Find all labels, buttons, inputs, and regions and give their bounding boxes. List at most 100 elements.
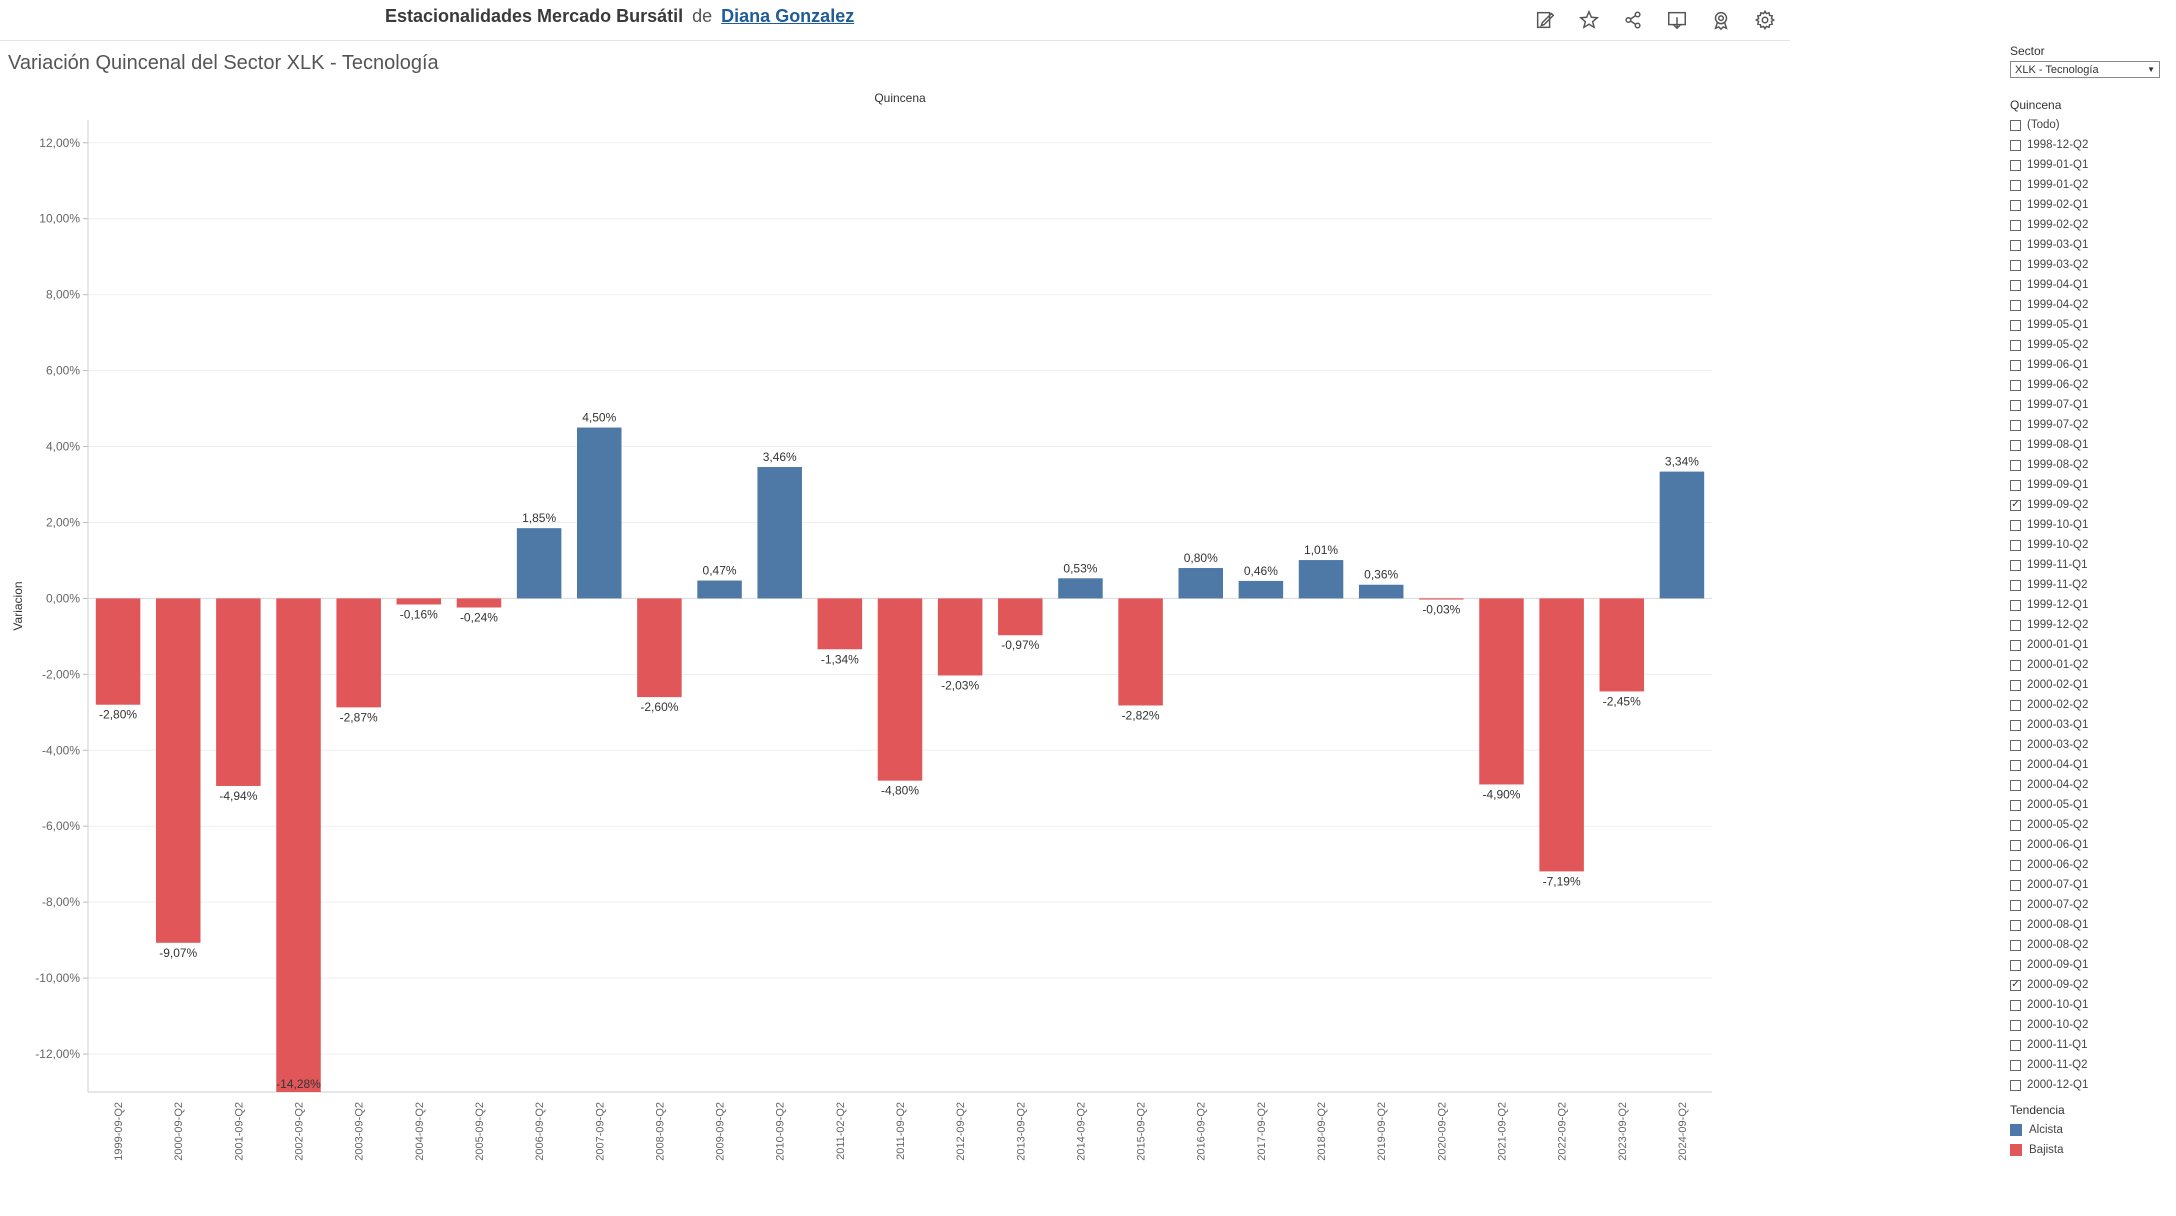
checkbox[interactable] — [2010, 839, 2021, 851]
checkbox[interactable] — [2010, 1019, 2021, 1031]
checkbox[interactable] — [2010, 679, 2021, 691]
quincena-option[interactable]: ✓ 1999-09-Q2 — [2010, 495, 2176, 515]
quincena-option[interactable]: 1999-05-Q2 — [2010, 335, 2176, 355]
quincena-option[interactable]: 1999-12-Q1 — [2010, 595, 2176, 615]
quincena-option[interactable]: 1999-11-Q1 — [2010, 555, 2176, 575]
checkbox[interactable] — [2010, 179, 2021, 191]
checkbox[interactable] — [2010, 159, 2021, 171]
quincena-option[interactable]: 2000-03-Q1 — [2010, 715, 2176, 735]
checkbox[interactable] — [2010, 959, 2021, 971]
quincena-option[interactable]: 1999-10-Q2 — [2010, 535, 2176, 555]
checkbox[interactable] — [2010, 139, 2021, 151]
quincena-option[interactable]: 2000-04-Q2 — [2010, 775, 2176, 795]
quincena-option[interactable]: 2000-05-Q1 — [2010, 795, 2176, 815]
quincena-option[interactable]: 2000-08-Q2 — [2010, 935, 2176, 955]
quincena-option[interactable]: 1999-02-Q2 — [2010, 215, 2176, 235]
checkbox-checked[interactable]: ✓ — [2010, 499, 2021, 511]
quincena-option[interactable]: 1999-01-Q2 — [2010, 175, 2176, 195]
quincena-option[interactable]: 2000-11-Q2 — [2010, 1055, 2176, 1075]
checkbox[interactable] — [2010, 699, 2021, 711]
quincena-option[interactable]: 1999-03-Q1 — [2010, 235, 2176, 255]
quincena-option[interactable]: 2000-09-Q1 — [2010, 955, 2176, 975]
author-link[interactable]: Diana Gonzalez — [721, 6, 855, 26]
quincena-option[interactable]: 1999-01-Q1 — [2010, 155, 2176, 175]
checkbox[interactable] — [2010, 1079, 2021, 1091]
checkbox[interactable] — [2010, 999, 2021, 1011]
quincena-option[interactable]: 2000-08-Q1 — [2010, 915, 2176, 935]
checkbox[interactable] — [2010, 419, 2021, 431]
checkbox[interactable] — [2010, 119, 2021, 131]
checkbox[interactable] — [2010, 279, 2021, 291]
quincena-option[interactable]: 2000-02-Q2 — [2010, 695, 2176, 715]
checkbox[interactable] — [2010, 379, 2021, 391]
checkbox[interactable] — [2010, 639, 2021, 651]
checkbox[interactable] — [2010, 859, 2021, 871]
checkbox[interactable] — [2010, 599, 2021, 611]
checkbox[interactable] — [2010, 619, 2021, 631]
checkbox[interactable] — [2010, 439, 2021, 451]
checkbox[interactable] — [2010, 819, 2021, 831]
checkbox[interactable] — [2010, 719, 2021, 731]
sector-dropdown[interactable]: XLK - Tecnología ▼ — [2010, 61, 2160, 78]
quincena-option[interactable]: 1999-08-Q2 — [2010, 455, 2176, 475]
share-icon[interactable] — [1618, 5, 1648, 35]
quincena-option[interactable]: 2000-01-Q2 — [2010, 655, 2176, 675]
quincena-option[interactable]: 1999-09-Q1 — [2010, 475, 2176, 495]
quincena-option[interactable]: 1999-03-Q2 — [2010, 255, 2176, 275]
quincena-option[interactable]: 1999-06-Q1 — [2010, 355, 2176, 375]
quincena-option[interactable]: 2000-07-Q2 — [2010, 895, 2176, 915]
quincena-option[interactable]: 2000-07-Q1 — [2010, 875, 2176, 895]
quincena-option[interactable]: 1999-05-Q1 — [2010, 315, 2176, 335]
checkbox[interactable] — [2010, 919, 2021, 931]
checkbox[interactable] — [2010, 779, 2021, 791]
quincena-option[interactable]: 2000-12-Q1 — [2010, 1075, 2176, 1095]
quincena-option[interactable]: 2000-05-Q2 — [2010, 815, 2176, 835]
star-icon[interactable] — [1574, 5, 1604, 35]
checkbox[interactable] — [2010, 739, 2021, 751]
checkbox[interactable] — [2010, 879, 2021, 891]
quincena-option[interactable]: 2000-01-Q1 — [2010, 635, 2176, 655]
quincena-option[interactable]: 2000-03-Q2 — [2010, 735, 2176, 755]
checkbox[interactable] — [2010, 1059, 2021, 1071]
quincena-option[interactable]: 1999-04-Q1 — [2010, 275, 2176, 295]
checkbox[interactable] — [2010, 219, 2021, 231]
checkbox[interactable] — [2010, 239, 2021, 251]
quincena-option[interactable]: 2000-10-Q1 — [2010, 995, 2176, 1015]
checkbox[interactable] — [2010, 1039, 2021, 1051]
quincena-option[interactable]: 2000-06-Q2 — [2010, 855, 2176, 875]
quincena-option[interactable]: 1999-06-Q2 — [2010, 375, 2176, 395]
quincena-option[interactable]: 2000-04-Q1 — [2010, 755, 2176, 775]
quincena-option[interactable]: 1999-12-Q2 — [2010, 615, 2176, 635]
quincena-option[interactable]: 1999-10-Q1 — [2010, 515, 2176, 535]
checkbox[interactable] — [2010, 759, 2021, 771]
quincena-option[interactable]: 1998-12-Q2 — [2010, 135, 2176, 155]
quincena-option[interactable]: 1999-04-Q2 — [2010, 295, 2176, 315]
badge-icon[interactable] — [1706, 5, 1736, 35]
checkbox[interactable] — [2010, 659, 2021, 671]
checkbox[interactable] — [2010, 939, 2021, 951]
checkbox[interactable] — [2010, 579, 2021, 591]
checkbox[interactable] — [2010, 539, 2021, 551]
quincena-option[interactable]: 1999-02-Q1 — [2010, 195, 2176, 215]
checkbox[interactable] — [2010, 299, 2021, 311]
quincena-option[interactable]: 2000-06-Q1 — [2010, 835, 2176, 855]
quincena-option[interactable]: 1999-08-Q1 — [2010, 435, 2176, 455]
checkbox[interactable] — [2010, 799, 2021, 811]
legend-item[interactable]: Bajista — [2010, 1140, 2176, 1160]
checkbox[interactable] — [2010, 399, 2021, 411]
edit-icon[interactable] — [1530, 5, 1560, 35]
legend-item[interactable]: Alcista — [2010, 1120, 2176, 1140]
quincena-option[interactable]: 1999-11-Q2 — [2010, 575, 2176, 595]
settings-icon[interactable] — [1750, 5, 1780, 35]
quincena-option[interactable]: (Todo) — [2010, 115, 2176, 135]
checkbox[interactable] — [2010, 459, 2021, 471]
checkbox[interactable] — [2010, 199, 2021, 211]
checkbox[interactable] — [2010, 479, 2021, 491]
quincena-option[interactable]: 2000-10-Q2 — [2010, 1015, 2176, 1035]
checkbox[interactable] — [2010, 359, 2021, 371]
checkbox[interactable] — [2010, 339, 2021, 351]
quincena-option[interactable]: ✓ 2000-09-Q2 — [2010, 975, 2176, 995]
checkbox[interactable] — [2010, 259, 2021, 271]
quincena-option[interactable]: 2000-11-Q1 — [2010, 1035, 2176, 1055]
checkbox-checked[interactable]: ✓ — [2010, 979, 2021, 991]
